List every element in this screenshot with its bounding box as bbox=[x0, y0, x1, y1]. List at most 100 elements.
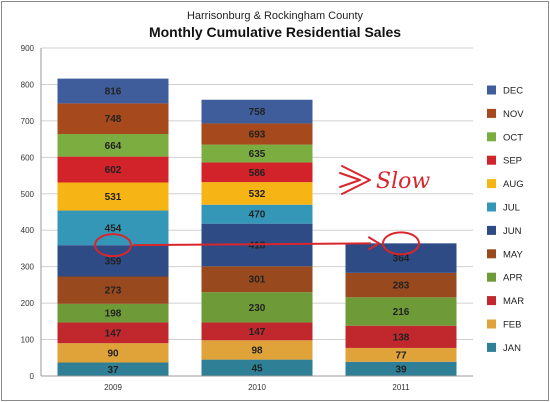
circle-highlight bbox=[94, 233, 132, 258]
x-tick-label: 2009 bbox=[104, 383, 122, 392]
legend-swatch bbox=[487, 296, 496, 306]
y-tick-label: 600 bbox=[21, 153, 35, 162]
y-tick-label: 100 bbox=[21, 336, 35, 345]
bar-segment bbox=[345, 272, 457, 298]
legend-label: JUN bbox=[503, 226, 522, 237]
legend-swatch bbox=[487, 155, 496, 165]
data-label: 98 bbox=[251, 345, 263, 356]
data-label: 532 bbox=[249, 189, 266, 200]
data-label: 664 bbox=[105, 141, 122, 152]
bar-segment bbox=[57, 156, 169, 183]
data-label: 147 bbox=[105, 328, 122, 339]
data-label: 273 bbox=[105, 286, 122, 297]
arrow-chevron bbox=[341, 165, 371, 195]
arrow-head bbox=[368, 236, 381, 251]
x-tick-label: 2011 bbox=[392, 383, 410, 392]
y-axis: 0 100 200 300 400 500 600 700 800 900 bbox=[21, 44, 42, 381]
bar-segment bbox=[201, 266, 313, 293]
data-label: 418 bbox=[249, 240, 266, 251]
y-tick-label: 0 bbox=[30, 372, 35, 381]
bar-segment bbox=[57, 78, 169, 104]
data-label: 301 bbox=[249, 275, 266, 286]
arrow-chevron bbox=[339, 172, 361, 188]
bar-segment bbox=[345, 361, 457, 376]
data-label: 470 bbox=[249, 210, 266, 221]
legend-label: DEC bbox=[503, 86, 523, 97]
data-label: 147 bbox=[249, 327, 266, 338]
bar-segment bbox=[57, 362, 169, 376]
bar-segment bbox=[201, 182, 313, 205]
data-label: 586 bbox=[249, 168, 266, 179]
data-label: 693 bbox=[249, 130, 266, 141]
data-label: 635 bbox=[249, 149, 266, 160]
data-label: 138 bbox=[393, 332, 410, 343]
data-label: 748 bbox=[105, 114, 122, 125]
legend-swatch bbox=[487, 85, 496, 95]
legend-label: OCT bbox=[503, 132, 523, 143]
data-label: 45 bbox=[251, 363, 263, 374]
y-tick-label: 300 bbox=[21, 263, 35, 272]
legend-label: APR bbox=[503, 273, 523, 284]
y-tick-label: 700 bbox=[21, 117, 35, 126]
data-label: 230 bbox=[249, 303, 266, 314]
x-tick-label: 2010 bbox=[248, 383, 266, 392]
legend-swatch bbox=[487, 249, 496, 259]
bar-segment bbox=[201, 123, 313, 145]
data-label: 77 bbox=[395, 350, 407, 361]
bar-segment bbox=[57, 103, 169, 135]
annotations: Slow bbox=[94, 165, 430, 258]
bar-segment bbox=[345, 243, 457, 273]
legend-swatch bbox=[487, 202, 496, 212]
data-label: 364 bbox=[393, 254, 410, 265]
legend-label: MAR bbox=[503, 296, 524, 307]
bar-segment bbox=[345, 347, 457, 362]
y-tick-label: 400 bbox=[21, 226, 35, 235]
legend-swatch bbox=[487, 132, 496, 142]
y-tick-label: 800 bbox=[21, 80, 35, 89]
bar-segment bbox=[57, 210, 169, 246]
data-label: 359 bbox=[105, 256, 122, 267]
legend-label: AUG bbox=[503, 179, 524, 190]
bar-segment bbox=[201, 204, 313, 224]
legend-swatch bbox=[487, 319, 496, 329]
data-label: 37 bbox=[107, 365, 119, 376]
data-label: 90 bbox=[107, 348, 119, 359]
circle-highlight bbox=[382, 231, 420, 256]
legend-label: JUL bbox=[503, 203, 520, 214]
y-tick-label: 900 bbox=[21, 44, 35, 53]
legend-swatch bbox=[487, 225, 496, 235]
y-tick-label: 200 bbox=[21, 299, 35, 308]
bar-segment bbox=[201, 359, 313, 376]
bar-segment bbox=[345, 297, 457, 326]
x-axis: 2009 2010 2011 bbox=[41, 375, 473, 392]
bar-segment bbox=[201, 99, 313, 124]
bar-segment bbox=[201, 292, 313, 323]
legend-swatch bbox=[487, 179, 496, 189]
bar-segment bbox=[57, 276, 169, 304]
chart-subtitle: Harrisonburg & Rockingham County bbox=[187, 10, 364, 22]
data-label: 39 bbox=[395, 364, 407, 375]
legend: DEC NOV OCT SEP AUG JUL JUN MAY APR MAR FEB JAN bbox=[487, 85, 524, 354]
data-label: 454 bbox=[105, 223, 122, 234]
arrow-line bbox=[132, 242, 372, 247]
legend-label: MAY bbox=[503, 249, 524, 260]
bar-segment bbox=[345, 325, 457, 348]
data-label: 283 bbox=[393, 281, 410, 292]
bar-segment bbox=[201, 322, 313, 341]
bar-segment bbox=[201, 340, 313, 360]
legend-label: JAN bbox=[503, 343, 521, 354]
legend-swatch bbox=[487, 108, 496, 118]
legend-swatch bbox=[487, 342, 496, 352]
bar-segment bbox=[201, 162, 313, 183]
bar-segment bbox=[57, 343, 169, 363]
data-label: 758 bbox=[249, 107, 266, 118]
data-label: 216 bbox=[393, 307, 410, 318]
legend-swatch bbox=[487, 272, 496, 282]
bar-segment bbox=[57, 134, 169, 157]
legend-label: NOV bbox=[503, 109, 524, 120]
y-tick-label: 500 bbox=[21, 190, 35, 199]
data-label: 602 bbox=[105, 165, 122, 176]
legend-label: FEB bbox=[503, 320, 521, 331]
